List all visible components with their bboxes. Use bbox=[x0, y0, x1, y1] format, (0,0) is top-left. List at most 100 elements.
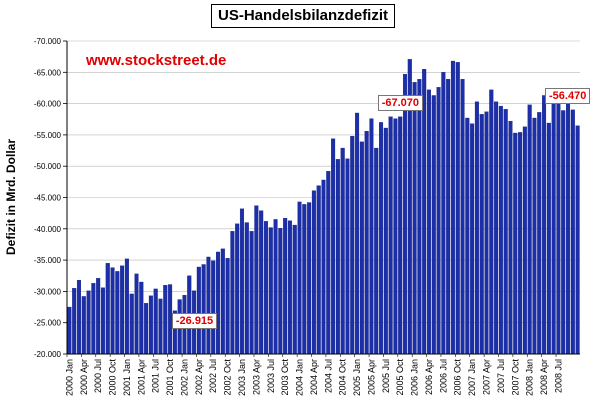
bar bbox=[369, 118, 374, 355]
bar bbox=[211, 260, 216, 355]
bar bbox=[561, 110, 566, 355]
bar bbox=[498, 105, 503, 355]
bar bbox=[388, 116, 393, 355]
bar bbox=[81, 296, 86, 355]
x-tick-label: 2003 Oct bbox=[280, 359, 290, 396]
bar bbox=[345, 158, 350, 355]
bar bbox=[470, 123, 475, 355]
bar bbox=[556, 100, 561, 355]
x-tick-label: 2006 Jan bbox=[410, 359, 420, 396]
bar bbox=[153, 288, 158, 355]
x-tick-label: 2004 Apr bbox=[309, 359, 319, 395]
bar bbox=[542, 95, 547, 355]
y-tick-label: -45.000 bbox=[34, 194, 62, 203]
bar bbox=[326, 171, 331, 355]
bar bbox=[225, 258, 230, 355]
x-tick-label: 2007 Jul bbox=[496, 359, 506, 393]
bar bbox=[307, 202, 312, 355]
bar bbox=[484, 111, 489, 355]
x-tick-label: 2004 Jul bbox=[323, 359, 333, 393]
bar bbox=[96, 278, 101, 355]
y-axis-label: Defizit in Mrd. Dollar bbox=[4, 138, 18, 255]
bar bbox=[273, 219, 278, 355]
x-tick-label: 2002 Jul bbox=[208, 359, 218, 393]
bar bbox=[350, 136, 355, 355]
bar bbox=[249, 231, 254, 355]
annotation-callout: -67.070 bbox=[377, 94, 424, 111]
bar bbox=[417, 79, 422, 355]
bar bbox=[503, 109, 508, 355]
bar bbox=[383, 127, 388, 355]
bar bbox=[110, 267, 115, 355]
x-tick-label: 2003 Jan bbox=[237, 359, 247, 396]
bar bbox=[460, 79, 465, 355]
bar bbox=[412, 82, 417, 355]
bar bbox=[129, 293, 134, 355]
x-tick-label: 2007 Apr bbox=[482, 359, 492, 395]
bar bbox=[259, 210, 264, 355]
bar bbox=[311, 190, 316, 355]
y-tick-label: -55.000 bbox=[34, 131, 62, 140]
x-tick-label: 2001 Apr bbox=[136, 359, 146, 395]
bar bbox=[436, 87, 441, 355]
y-tick-label: -35.000 bbox=[34, 256, 62, 265]
x-tick-label: 2004 Oct bbox=[338, 359, 348, 396]
x-tick-label: 2004 Jan bbox=[295, 359, 305, 396]
bar bbox=[134, 273, 139, 355]
y-tick-label: -70.000 bbox=[34, 37, 62, 46]
bar bbox=[518, 132, 523, 355]
bar-series bbox=[67, 59, 580, 355]
y-tick-label: -60.000 bbox=[34, 100, 62, 109]
bar bbox=[278, 228, 283, 355]
bar bbox=[91, 283, 96, 355]
bar bbox=[148, 295, 153, 355]
bar bbox=[302, 204, 307, 355]
x-tick-label: 2008 Jan bbox=[525, 359, 535, 396]
bar bbox=[527, 104, 532, 355]
x-tick-label: 2008 Jul bbox=[553, 359, 563, 393]
x-tick-label: 2002 Jan bbox=[179, 359, 189, 396]
bar bbox=[508, 120, 513, 355]
bar bbox=[479, 114, 484, 355]
y-tick-label: -25.000 bbox=[34, 319, 62, 328]
bar bbox=[379, 122, 384, 355]
annotation-callout: -26.915 bbox=[171, 312, 218, 329]
x-tick-label: 2001 Jan bbox=[122, 359, 132, 396]
annotation-callout: -56.470 bbox=[545, 87, 591, 104]
bar bbox=[239, 208, 245, 355]
bar bbox=[393, 118, 398, 355]
y-tick-label: -50.000 bbox=[34, 162, 62, 171]
x-tick-label: 2006 Oct bbox=[453, 359, 463, 396]
bar bbox=[201, 264, 206, 355]
bar bbox=[422, 69, 427, 355]
bar bbox=[551, 93, 556, 355]
bar bbox=[374, 147, 379, 355]
bar bbox=[244, 222, 249, 355]
bar bbox=[268, 227, 273, 355]
y-tick-label: -65.000 bbox=[34, 68, 62, 77]
axes bbox=[66, 41, 580, 355]
bar bbox=[163, 284, 168, 355]
x-tick-label: 2006 Apr bbox=[424, 359, 434, 395]
bar bbox=[120, 265, 125, 355]
bar bbox=[292, 224, 297, 355]
bar bbox=[426, 89, 431, 355]
bar bbox=[402, 74, 408, 355]
bar bbox=[321, 179, 326, 355]
bar bbox=[216, 251, 221, 355]
bar bbox=[124, 258, 129, 355]
bar bbox=[283, 218, 288, 355]
bar bbox=[206, 256, 211, 355]
bar bbox=[287, 220, 292, 355]
bar bbox=[537, 112, 542, 355]
x-tick-label: 2005 Jul bbox=[381, 359, 391, 393]
bar bbox=[364, 130, 369, 355]
x-tick-label: 2007 Oct bbox=[510, 359, 520, 396]
x-tick-label: 2008 Apr bbox=[539, 359, 549, 395]
bar bbox=[72, 288, 77, 355]
x-tick-label: 2007 Jan bbox=[467, 359, 477, 396]
bar bbox=[335, 159, 340, 355]
bar bbox=[513, 132, 518, 355]
bar bbox=[297, 201, 302, 355]
